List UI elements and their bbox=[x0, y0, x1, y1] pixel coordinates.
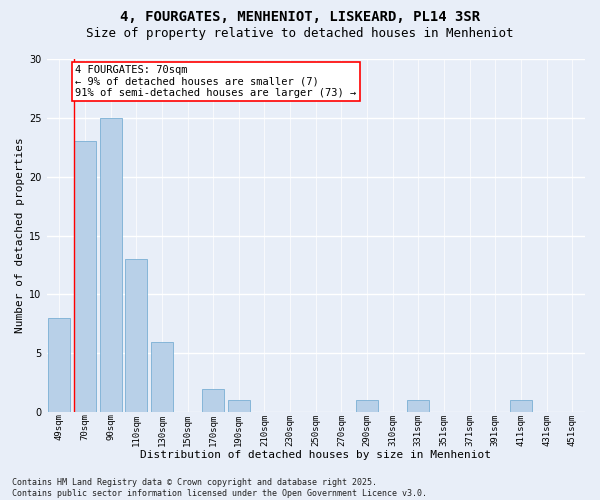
Y-axis label: Number of detached properties: Number of detached properties bbox=[15, 138, 25, 334]
Bar bbox=[202, 388, 224, 412]
Bar bbox=[356, 400, 378, 412]
Text: Size of property relative to detached houses in Menheniot: Size of property relative to detached ho… bbox=[86, 28, 514, 40]
Bar bbox=[49, 318, 70, 412]
Bar bbox=[74, 142, 96, 412]
Bar bbox=[100, 118, 122, 412]
Text: Contains HM Land Registry data © Crown copyright and database right 2025.
Contai: Contains HM Land Registry data © Crown c… bbox=[12, 478, 427, 498]
X-axis label: Distribution of detached houses by size in Menheniot: Distribution of detached houses by size … bbox=[140, 450, 491, 460]
Text: 4 FOURGATES: 70sqm
← 9% of detached houses are smaller (7)
91% of semi-detached : 4 FOURGATES: 70sqm ← 9% of detached hous… bbox=[76, 65, 356, 98]
Bar bbox=[228, 400, 250, 412]
Bar bbox=[125, 259, 147, 412]
Bar bbox=[151, 342, 173, 412]
Text: 4, FOURGATES, MENHENIOT, LISKEARD, PL14 3SR: 4, FOURGATES, MENHENIOT, LISKEARD, PL14 … bbox=[120, 10, 480, 24]
Bar bbox=[510, 400, 532, 412]
Bar bbox=[407, 400, 429, 412]
